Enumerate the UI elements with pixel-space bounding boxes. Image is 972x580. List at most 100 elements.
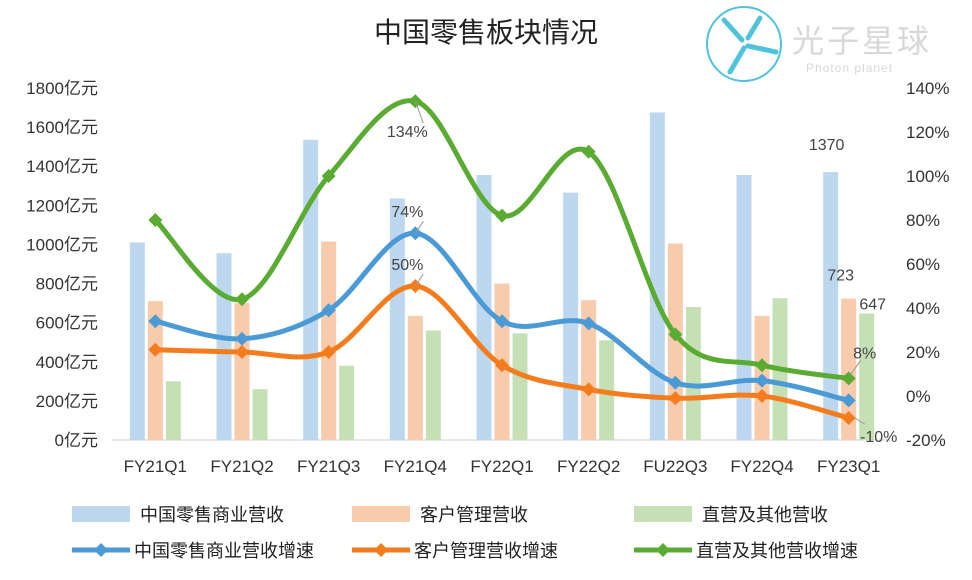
bar-1 (129, 242, 145, 440)
line-point-1 (235, 331, 249, 346)
legend-marker-1 (94, 543, 108, 557)
left-tick-label: 600亿元 (36, 314, 98, 333)
line-point-1 (841, 393, 856, 408)
line-point-2 (668, 391, 683, 406)
data-label: 1370 (809, 137, 845, 154)
bar-3 (165, 381, 181, 440)
bar-1 (389, 198, 405, 440)
data-label: 134% (387, 124, 428, 141)
line-point-2 (235, 345, 249, 359)
bar-3 (859, 313, 875, 440)
x-tick-label: FY22Q4 (730, 457, 793, 476)
bar-3 (425, 330, 441, 440)
legend-marker-3 (656, 543, 670, 557)
right-axis: -20% 0% 20% 40% 60% 80% 100% 120% 140% (906, 79, 949, 450)
data-label: 74% (391, 204, 423, 221)
x-tick-label: FY22Q2 (557, 457, 620, 476)
data-label: 723 (827, 268, 854, 285)
x-tick-label: FY22Q1 (470, 457, 533, 476)
label-leader-line (854, 417, 865, 425)
data-label: 50% (391, 257, 423, 274)
left-tick-label: 400亿元 (36, 353, 98, 372)
right-tick-label: 60% (906, 255, 940, 274)
legend-swatch-bar-2 (352, 506, 410, 522)
bar-2 (234, 303, 250, 440)
x-tick-label: FY21Q1 (124, 457, 187, 476)
line-point-1 (148, 314, 163, 329)
left-tick-label: 200亿元 (36, 392, 98, 411)
bar-2 (667, 243, 683, 440)
left-axis: 0亿元 200亿元 400亿元 600亿元 800亿元 1000亿元 1200亿元 1400亿… (26, 79, 98, 450)
left-tick-label: 1800亿元 (26, 79, 98, 98)
legend-label: 直营及其他营收 (702, 505, 828, 526)
data-label: -10% (860, 429, 897, 446)
legend-swatch-bar-3 (634, 506, 692, 522)
left-tick-label: 0亿元 (55, 431, 98, 450)
legend-label: 客户管理营收增速 (414, 541, 558, 562)
right-tick-label: 0% (906, 387, 931, 406)
left-tick-label: 1200亿元 (26, 196, 98, 215)
bar-1 (303, 139, 319, 441)
left-tick-label: 800亿元 (36, 275, 98, 294)
bar-2 (581, 300, 597, 440)
line-point-3 (581, 144, 596, 159)
line-point-3 (321, 169, 336, 183)
label-leader-line (414, 273, 424, 287)
legend-marker-2 (374, 543, 388, 557)
label-leader-line (414, 101, 424, 124)
x-axis: FY21Q1 FY21Q2 FY21Q3 FY21Q4 FY22Q1 FY22Q2 FU22… (112, 439, 892, 476)
label-leader-line (414, 220, 424, 234)
line-point-1 (581, 316, 596, 331)
bar-1 (736, 175, 752, 440)
bar-2 (407, 315, 423, 440)
line-point-3 (148, 213, 163, 227)
photon-logo (706, 6, 782, 82)
line-series-2 (152, 283, 852, 421)
line-point-2 (755, 389, 769, 403)
data-label: 8% (853, 345, 876, 362)
bar-2 (841, 298, 857, 440)
data-labels: 134% 74% 50% 1370 723 647 8% -10% (387, 101, 897, 446)
watermark-text: 光子星球 (792, 22, 932, 60)
line-point-3 (235, 292, 249, 307)
line-point-2 (321, 345, 336, 359)
line-point-1 (495, 314, 509, 329)
bar-3 (512, 333, 528, 440)
legend-label: 客户管理营收 (420, 505, 528, 526)
line-point-3 (495, 208, 509, 223)
x-tick-label: FY21Q2 (210, 457, 273, 476)
line-point-2 (581, 382, 596, 397)
line-point-2 (148, 342, 163, 357)
right-tick-label: 20% (906, 343, 940, 362)
bar-1 (823, 172, 839, 441)
left-tick-label: 1400亿元 (26, 157, 98, 176)
bar-3 (339, 365, 355, 440)
bar-2 (147, 301, 163, 440)
chart-title: 中国零售板块情况 (374, 16, 598, 49)
x-tick-label: FY21Q3 (297, 457, 360, 476)
watermark: 光子星球 Photon planet (706, 6, 932, 82)
label-leader-line (850, 360, 862, 375)
right-tick-label: 120% (906, 123, 949, 142)
line-point-1 (668, 375, 683, 390)
watermark-subtext: Photon planet (806, 61, 893, 75)
right-tick-label: 100% (906, 167, 949, 186)
line-point-3 (668, 327, 683, 342)
x-tick-label: FY23Q1 (817, 457, 880, 476)
right-tick-label: 40% (906, 299, 940, 318)
legend-swatch-bar-1 (72, 506, 130, 522)
right-tick-label: -20% (906, 431, 946, 450)
legend-label: 中国零售商业营收 (140, 505, 284, 526)
left-tick-label: 1000亿元 (26, 235, 98, 254)
lines (148, 94, 856, 425)
left-tick-label: 1600亿元 (26, 118, 98, 137)
bar-1 (649, 112, 665, 440)
bar-1 (216, 253, 232, 440)
line-point-2 (841, 411, 856, 425)
bar-1 (563, 192, 579, 440)
bar-3 (252, 389, 268, 440)
legend-label: 中国零售商业营收增速 (134, 541, 314, 562)
line-point-3 (841, 371, 856, 386)
